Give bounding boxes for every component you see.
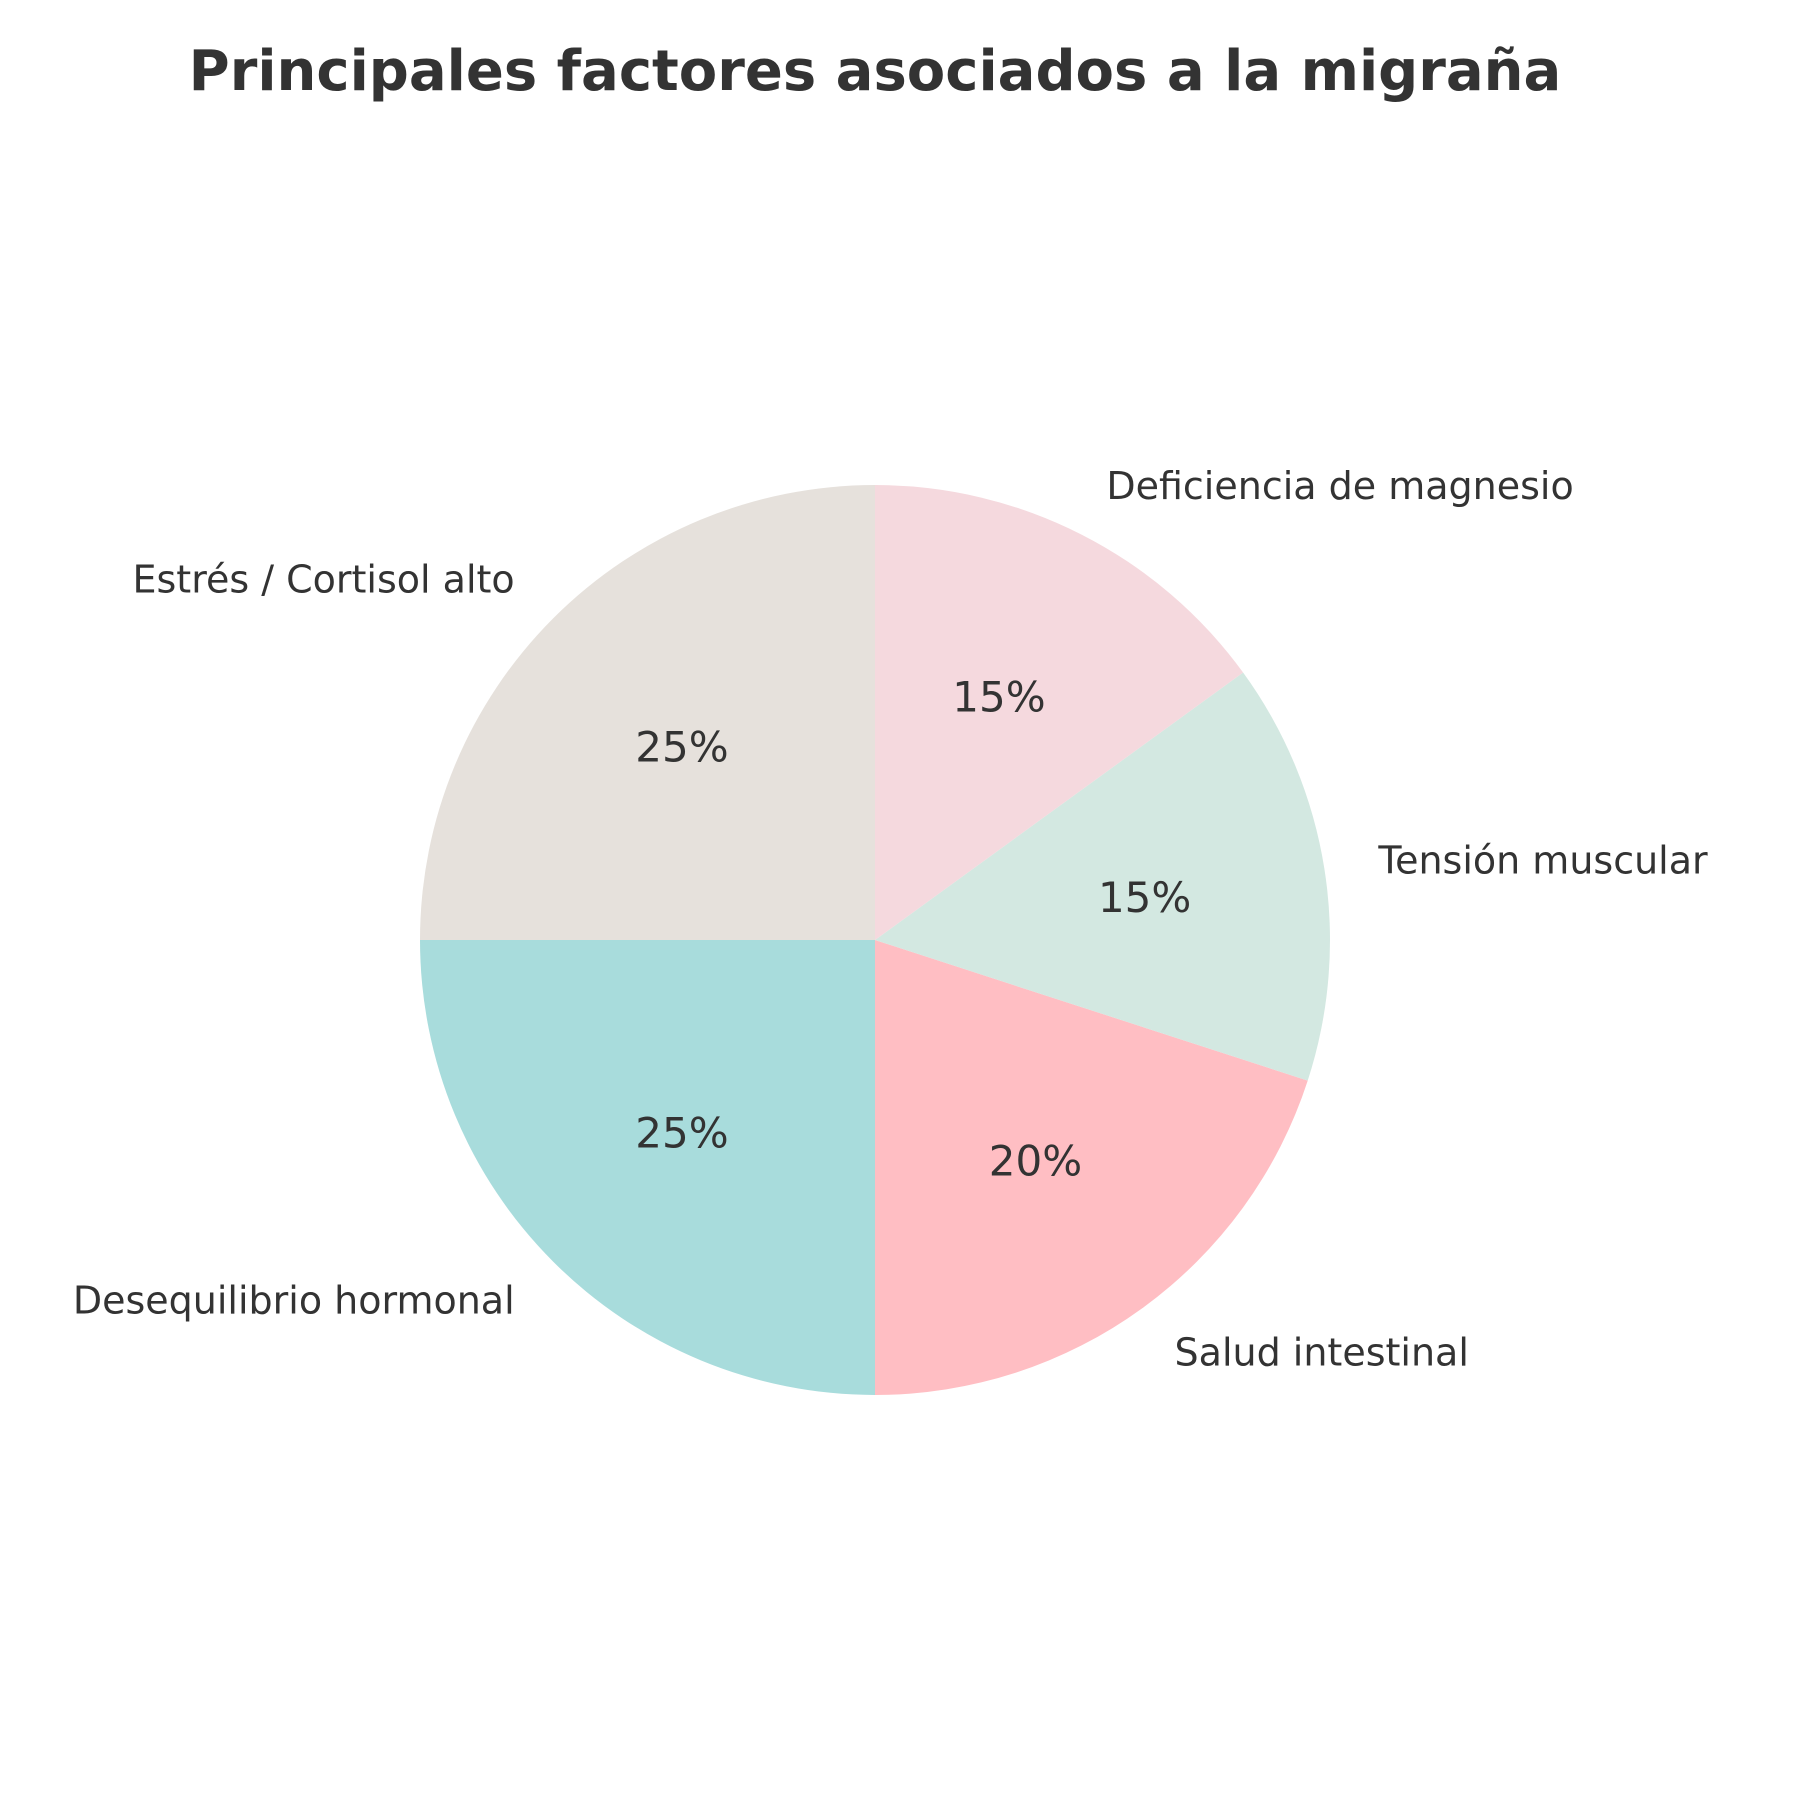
- chart-title: Principales factores asociados a la migr…: [189, 39, 1562, 104]
- slice-label: Estrés / Cortisol alto: [132, 558, 514, 602]
- pie-slices: [420, 485, 1330, 1395]
- pie-slice: [420, 485, 875, 940]
- percent-label: 25%: [635, 1109, 728, 1158]
- percent-label: 20%: [989, 1136, 1082, 1185]
- pie-slice: [875, 672, 1330, 1081]
- slice-label: Tensión muscular: [1377, 838, 1708, 882]
- pie-slice: [875, 485, 1244, 940]
- slice-label: Deficiencia de magnesio: [1106, 464, 1573, 508]
- percent-label: 15%: [1098, 873, 1191, 922]
- pie-slice: [875, 940, 1308, 1395]
- percent-labels: 25% 25% 20% 15% 15%: [635, 672, 1191, 1185]
- pie-slice: [420, 940, 875, 1395]
- percent-label: 25%: [635, 722, 728, 771]
- slice-label: Salud intestinal: [1175, 1330, 1469, 1374]
- slice-labels: Estrés / Cortisol alto Desequilibrio horm…: [73, 464, 1708, 1374]
- slice-label: Desequilibrio hormonal: [73, 1278, 515, 1322]
- percent-label: 15%: [952, 672, 1045, 721]
